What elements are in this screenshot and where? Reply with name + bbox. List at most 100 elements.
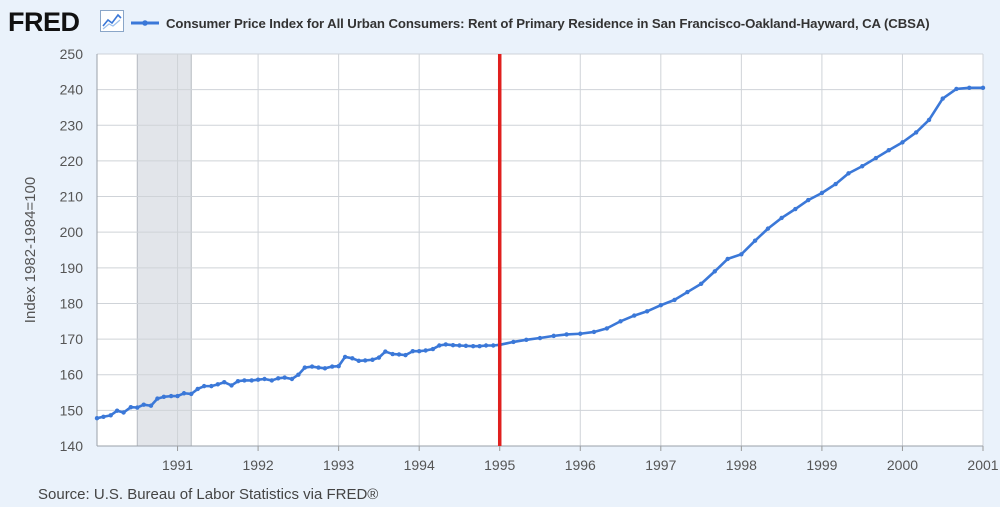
data-point[interactable]	[410, 349, 415, 354]
data-point[interactable]	[255, 377, 261, 382]
data-point[interactable]	[658, 303, 664, 308]
data-point[interactable]	[175, 393, 180, 399]
data-point[interactable]	[396, 352, 402, 357]
data-point[interactable]	[463, 343, 469, 349]
data-point[interactable]	[108, 413, 113, 418]
data-point[interactable]	[403, 352, 408, 358]
data-point[interactable]	[222, 380, 227, 385]
data-point[interactable]	[296, 372, 301, 377]
data-point[interactable]	[262, 376, 267, 382]
data-point[interactable]	[725, 256, 730, 262]
data-point[interactable]	[477, 344, 482, 349]
data-point[interactable]	[765, 226, 771, 231]
data-point[interactable]	[249, 378, 254, 383]
fred-logo[interactable]: FRED	[8, 7, 80, 37]
data-point[interactable]	[181, 391, 187, 396]
data-point[interactable]	[189, 391, 194, 397]
data-point[interactable]	[450, 342, 456, 348]
data-point[interactable]	[712, 269, 717, 274]
data-point[interactable]	[114, 408, 120, 413]
data-point[interactable]	[302, 365, 308, 370]
data-point[interactable]	[443, 342, 448, 347]
data-point[interactable]	[282, 375, 287, 380]
data-point[interactable]	[793, 206, 798, 212]
data-point[interactable]	[135, 405, 140, 410]
data-point[interactable]	[316, 365, 321, 370]
data-point[interactable]	[819, 190, 825, 196]
data-point[interactable]	[195, 386, 200, 392]
data-point[interactable]	[235, 378, 241, 384]
data-point[interactable]	[491, 343, 496, 348]
data-point[interactable]	[370, 357, 375, 362]
data-point[interactable]	[900, 140, 905, 145]
data-point[interactable]	[954, 86, 959, 92]
data-point[interactable]	[322, 366, 328, 371]
data-point[interactable]	[685, 289, 690, 295]
data-point[interactable]	[833, 181, 838, 187]
data-point[interactable]	[618, 319, 623, 324]
data-point[interactable]	[336, 363, 341, 369]
data-point[interactable]	[886, 148, 891, 153]
data-point[interactable]	[940, 96, 945, 101]
chart-area: 140 150 160 170 180 190 200 210 220 230 240 250 1991…	[22, 46, 999, 470]
line-chart-icon[interactable]	[100, 10, 124, 32]
data-point[interactable]	[356, 358, 361, 364]
data-point[interactable]	[859, 164, 865, 169]
data-point[interactable]	[430, 346, 436, 352]
data-point[interactable]	[632, 313, 637, 318]
data-point[interactable]	[229, 383, 234, 388]
data-point[interactable]	[672, 297, 677, 303]
data-point[interactable]	[242, 378, 247, 383]
data-point[interactable]	[926, 117, 932, 123]
data-point[interactable]	[309, 364, 315, 369]
data-point[interactable]	[350, 356, 355, 361]
data-point[interactable]	[141, 402, 146, 407]
data-point[interactable]	[94, 416, 100, 421]
data-point[interactable]	[967, 85, 972, 91]
data-point[interactable]	[591, 329, 597, 335]
data-point[interactable]	[437, 343, 442, 348]
data-point[interactable]	[846, 171, 851, 176]
data-point[interactable]	[376, 355, 382, 360]
data-point[interactable]	[752, 238, 758, 243]
data-point[interactable]	[383, 349, 388, 354]
data-point[interactable]	[644, 309, 650, 314]
data-point[interactable]	[101, 414, 106, 419]
data-point[interactable]	[289, 376, 295, 382]
data-point[interactable]	[483, 343, 489, 348]
data-point[interactable]	[980, 85, 986, 91]
data-point[interactable]	[511, 339, 516, 345]
data-point[interactable]	[604, 326, 610, 331]
data-point[interactable]	[779, 215, 784, 221]
data-point[interactable]	[416, 349, 422, 354]
data-point[interactable]	[161, 394, 167, 400]
data-point[interactable]	[168, 393, 174, 399]
data-point[interactable]	[215, 382, 221, 387]
data-point[interactable]	[564, 332, 569, 337]
data-point[interactable]	[470, 344, 476, 349]
data-point[interactable]	[390, 351, 395, 357]
data-point[interactable]	[148, 403, 154, 408]
data-point[interactable]	[128, 404, 134, 410]
data-point[interactable]	[209, 383, 214, 389]
data-point[interactable]	[739, 252, 744, 257]
data-point[interactable]	[363, 358, 368, 363]
data-point[interactable]	[269, 378, 274, 383]
data-point[interactable]	[276, 376, 281, 381]
data-point[interactable]	[873, 155, 879, 161]
data-point[interactable]	[551, 333, 556, 339]
data-point[interactable]	[537, 335, 543, 341]
data-point[interactable]	[457, 343, 462, 348]
data-point[interactable]	[913, 130, 919, 135]
data-point[interactable]	[423, 348, 428, 353]
data-point[interactable]	[806, 197, 811, 203]
data-point[interactable]	[155, 396, 160, 401]
data-point[interactable]	[524, 337, 529, 343]
data-point[interactable]	[201, 383, 207, 389]
data-point[interactable]	[329, 364, 335, 369]
data-point[interactable]	[121, 410, 126, 415]
y-axis-label: Index 1982-1984=100	[22, 177, 39, 323]
data-point[interactable]	[698, 281, 704, 287]
data-point[interactable]	[578, 331, 583, 336]
data-point[interactable]	[342, 354, 348, 360]
